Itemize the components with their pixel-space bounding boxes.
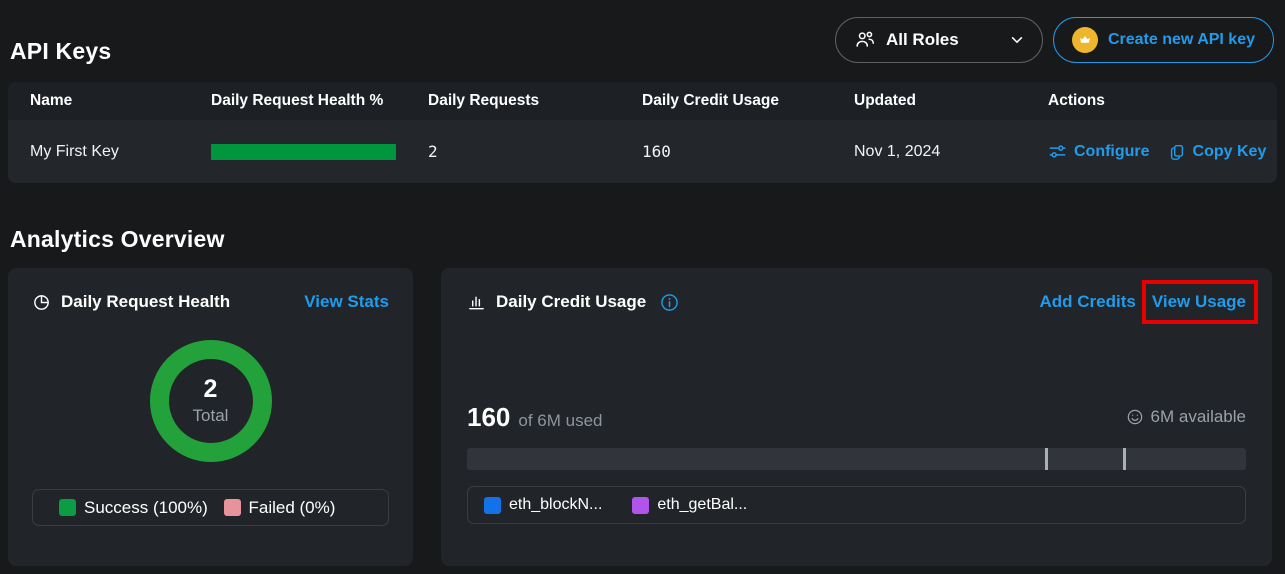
col-updated: Updated (854, 92, 916, 109)
daily-credit-usage-value: 160 (642, 142, 671, 161)
eth-getbalance-label: eth_getBal... (657, 496, 748, 513)
legend-item-eth-blocknumber: eth_blockN... (484, 496, 602, 514)
credits-available: 6M available (1126, 407, 1246, 427)
credits-available-label: 6M available (1150, 407, 1246, 426)
table-row: My First Key 2 160 Nov 1, 2024 Configure (8, 120, 1277, 183)
credit-usage-legend: eth_blockN... eth_getBal... (467, 486, 1246, 524)
analytics-cards: Daily Request Health View Stats 2 Total … (8, 268, 1272, 566)
donut-total-label: Total (192, 405, 229, 425)
create-api-key-button[interactable]: Create new API key (1052, 17, 1274, 63)
legend-item-eth-getbalance: eth_getBal... (632, 496, 747, 514)
legend-item-failed: Failed (0%) (223, 497, 389, 518)
daily-requests-value: 2 (428, 142, 438, 161)
copy-key-link[interactable]: Copy Key (1168, 142, 1267, 161)
progress-tick-1 (1045, 448, 1049, 470)
info-icon[interactable] (660, 293, 679, 312)
usage-summary-row: 160 of 6M used 6M available (467, 402, 1246, 433)
add-credits-link[interactable]: Add Credits (1039, 292, 1136, 311)
create-api-key-label: Create new API key (1107, 31, 1255, 48)
chevron-down-icon (1010, 33, 1024, 47)
credit-usage-progress-bar (467, 448, 1246, 470)
analytics-overview-title: Analytics Overview (10, 226, 225, 252)
health-cell (189, 143, 406, 160)
people-icon (854, 29, 876, 51)
roles-dropdown[interactable]: All Roles (834, 17, 1043, 63)
health-donut-chart: 2 Total (149, 340, 272, 462)
sliders-icon (1048, 142, 1067, 161)
view-usage-link[interactable]: View Usage (1151, 292, 1246, 311)
view-stats-link[interactable]: View Stats (304, 292, 389, 311)
health-legend: Success (100%) Failed (0%) (32, 489, 389, 526)
progress-tick-2 (1122, 448, 1126, 470)
col-health: Daily Request Health % (211, 92, 384, 109)
col-actions: Actions (1048, 92, 1105, 109)
donut-total-value: 2 (203, 375, 218, 404)
col-name: Name (30, 92, 73, 109)
pie-chart-icon (32, 293, 51, 312)
topbar: All Roles Create new API key (834, 17, 1274, 63)
copy-key-label: Copy Key (1192, 142, 1267, 160)
credit-usage-card-header: Daily Credit Usage Add Credits View Usag… (467, 280, 1258, 324)
configure-label: Configure (1074, 142, 1150, 160)
credit-usage-card-title: Daily Credit Usage (496, 292, 647, 311)
failed-swatch (223, 499, 241, 516)
key-name: My First Key (30, 142, 119, 160)
configure-link[interactable]: Configure (1048, 142, 1150, 161)
failed-label: Failed (0%) (248, 497, 336, 517)
credits-used-suffix: of 6M used (518, 411, 603, 430)
eth-blocknumber-swatch (484, 496, 501, 514)
copy-icon (1168, 143, 1186, 161)
legend-item-success: Success (100%) (59, 498, 224, 518)
col-requests: Daily Requests (428, 92, 540, 109)
bar-chart-icon (467, 293, 486, 312)
request-health-card-title: Daily Request Health (61, 292, 231, 311)
credits-used-value: 160 (467, 402, 511, 432)
col-credit: Daily Credit Usage (642, 92, 779, 109)
daily-credit-usage-card: Daily Credit Usage Add Credits View Usag… (441, 268, 1272, 566)
success-swatch (59, 499, 76, 516)
actions-cell: Configure Copy Key (1026, 142, 1277, 161)
eth-getbalance-swatch (632, 496, 650, 514)
crown-icon (1071, 27, 1098, 53)
daily-request-health-card: Daily Request Health View Stats 2 Total … (8, 268, 413, 566)
smiley-icon (1126, 408, 1144, 426)
updated-value: Nov 1, 2024 (854, 142, 941, 160)
roles-dropdown-label: All Roles (885, 30, 959, 49)
health-donut-wrap: 2 Total (32, 340, 389, 462)
request-health-card-header: Daily Request Health View Stats (32, 292, 389, 312)
table-header-row: Name Daily Request Health % Daily Reques… (8, 82, 1277, 120)
api-keys-title: API Keys (10, 38, 112, 64)
health-bar (211, 143, 396, 160)
success-label: Success (100%) (84, 497, 208, 517)
api-keys-table: Name Daily Request Health % Daily Reques… (8, 82, 1277, 183)
eth-blocknumber-label: eth_blockN... (509, 496, 603, 513)
